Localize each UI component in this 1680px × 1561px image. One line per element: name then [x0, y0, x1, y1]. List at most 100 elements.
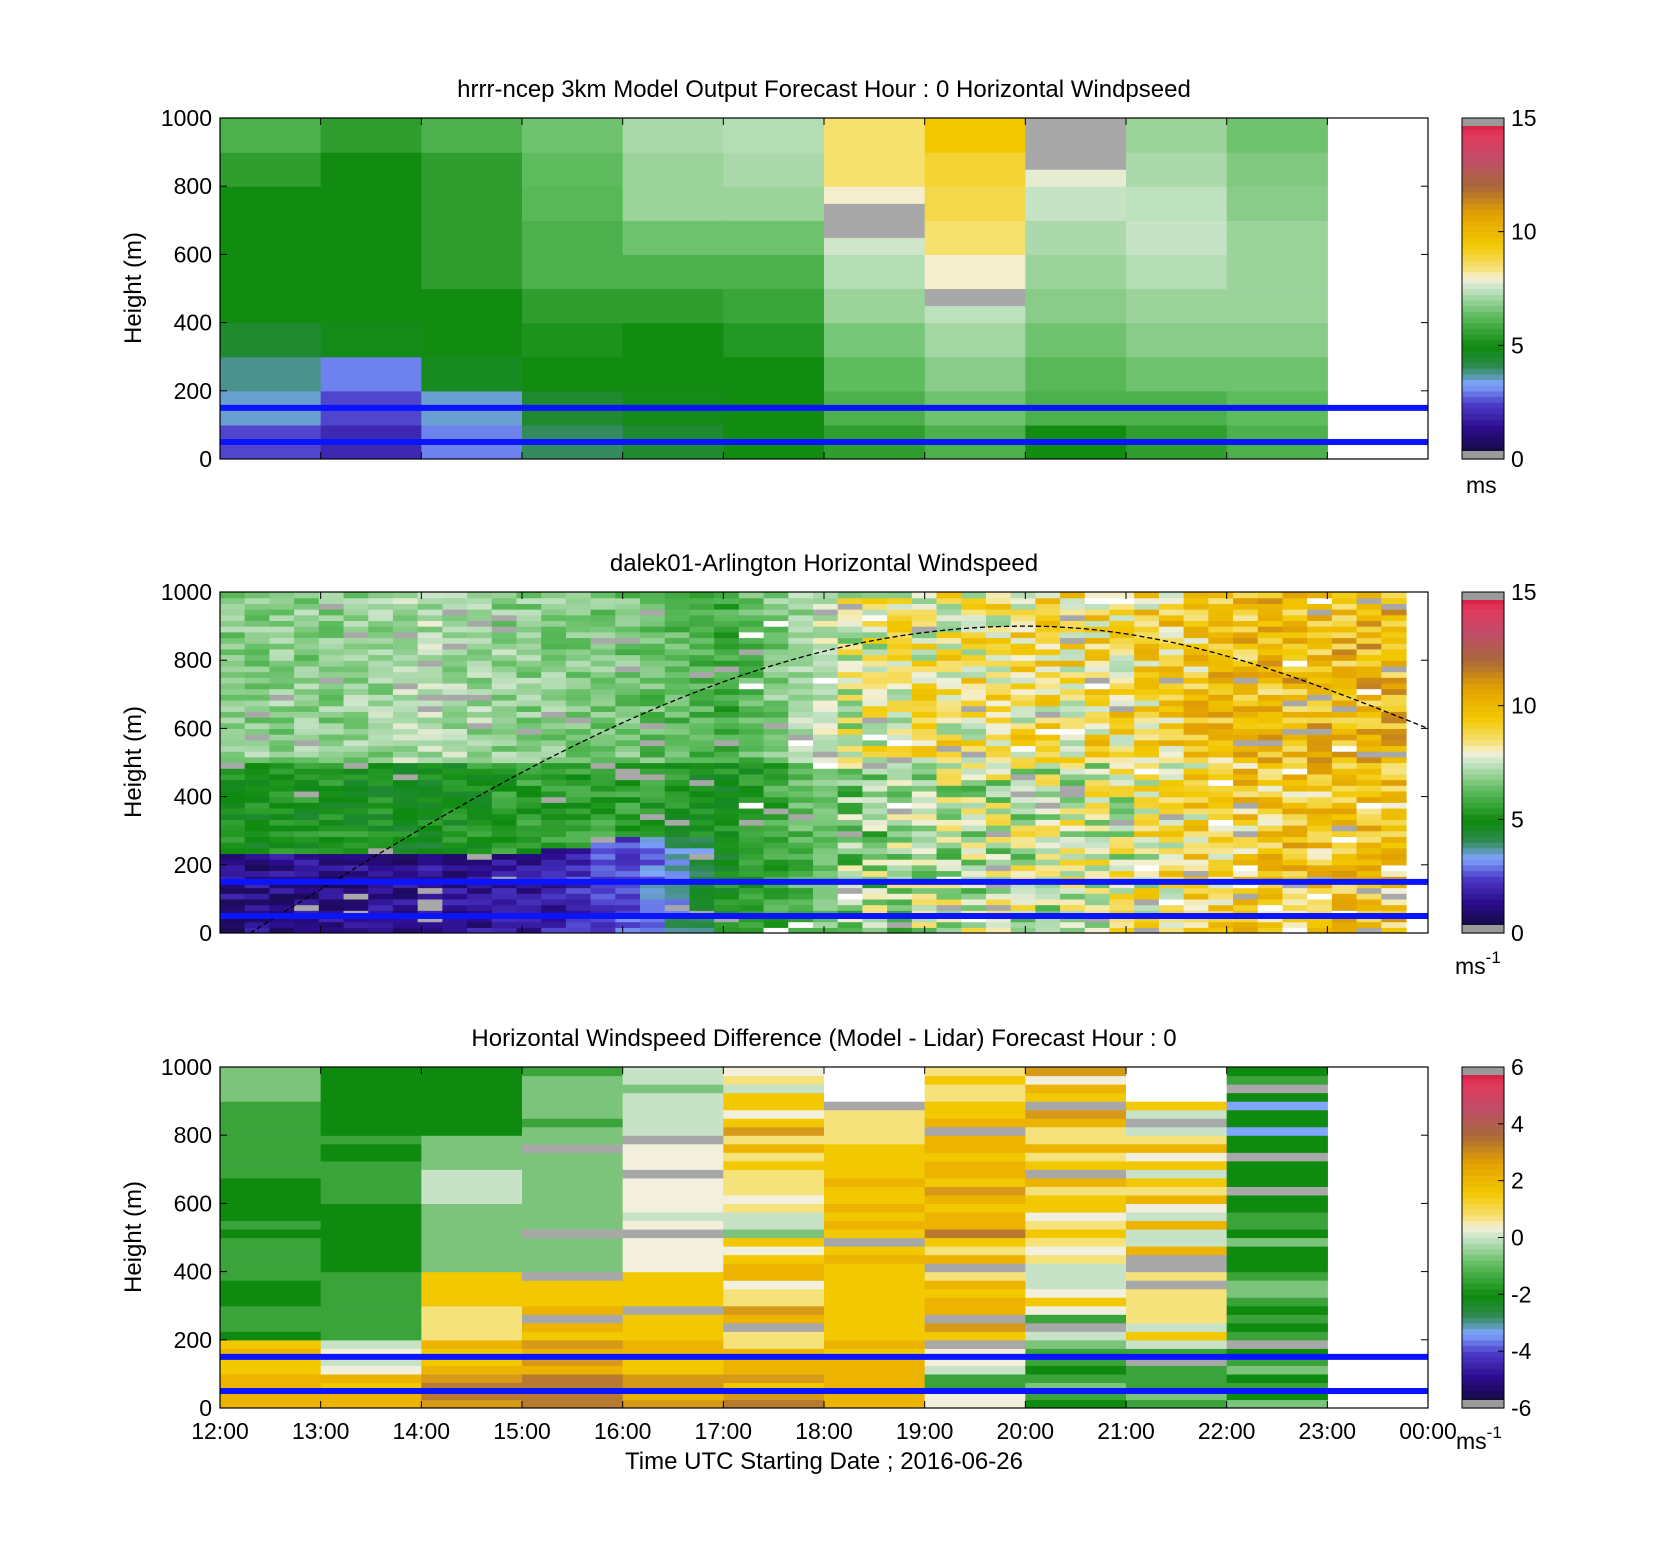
- heatmap-cell: [516, 722, 542, 729]
- heatmap-cell: [640, 620, 666, 627]
- heatmap-cell: [615, 904, 641, 911]
- heatmap-cell: [1084, 825, 1111, 832]
- heatmap-cell: [1257, 688, 1284, 695]
- heatmap-cell: [1356, 881, 1382, 889]
- heatmap-cell: [220, 1228, 322, 1239]
- heatmap-cell: [467, 631, 493, 639]
- heatmap-cell: [763, 609, 789, 616]
- heatmap-cell: [220, 1160, 322, 1170]
- heatmap-cell: [1282, 648, 1308, 656]
- heatmap-cell: [1035, 785, 1061, 792]
- heatmap-cell: [220, 373, 322, 392]
- heatmap-cell: [911, 762, 938, 769]
- heatmap-cell: [318, 756, 345, 764]
- heatmap-cell: [1126, 288, 1228, 307]
- heatmap-cell: [961, 711, 987, 718]
- heatmap-cell: [615, 654, 641, 661]
- heatmap-cell: [516, 688, 542, 695]
- heatmap-cell: [1208, 677, 1234, 684]
- heatmap-cell: [1381, 881, 1407, 889]
- heatmap-cell: [1010, 694, 1036, 701]
- heatmap-cell: [837, 864, 864, 872]
- heatmap-cell: [1257, 807, 1284, 815]
- heatmap-cell: [368, 677, 394, 684]
- heatmap-cell: [318, 870, 345, 877]
- heatmap-cell: [442, 751, 468, 758]
- heatmap-cell: [1060, 739, 1086, 747]
- heatmap-cell: [924, 305, 1026, 324]
- heatmap-cell: [738, 802, 765, 809]
- heatmap-cell: [738, 677, 765, 684]
- heatmap-cell: [320, 1169, 422, 1179]
- heatmap-cell: [294, 711, 320, 718]
- heatmap-cell: [421, 1186, 523, 1196]
- colorbar-segment: [1462, 322, 1504, 329]
- heatmap-cell: [813, 626, 839, 633]
- heatmap-cell: [689, 768, 715, 775]
- colorbar-segment: [1462, 1123, 1504, 1131]
- heatmap-cell: [244, 859, 271, 866]
- heatmap-cell: [1356, 836, 1382, 843]
- heatmap-cell: [1134, 881, 1160, 889]
- heatmap-cell: [220, 271, 322, 290]
- heatmap-cell: [723, 407, 825, 426]
- heatmap-cell: [1025, 1084, 1127, 1094]
- heatmap-cell: [615, 870, 641, 877]
- heatmap-cell: [936, 603, 962, 610]
- heatmap-cell: [862, 762, 888, 769]
- heatmap-cell: [738, 597, 765, 604]
- heatmap-cell: [813, 665, 839, 673]
- heatmap-cell: [1134, 682, 1160, 690]
- heatmap-cell: [244, 830, 271, 837]
- heatmap-cell: [813, 796, 839, 803]
- heatmap-cell: [813, 807, 839, 815]
- heatmap-cell: [824, 1288, 926, 1298]
- heatmap-cell: [1282, 756, 1308, 764]
- heatmap-cell: [1035, 790, 1061, 798]
- heatmap-cell: [961, 836, 987, 843]
- heatmap-cell: [813, 825, 839, 832]
- heatmap-cell: [1109, 904, 1135, 911]
- heatmap-cell: [961, 648, 987, 656]
- colorbar-segment: [1462, 1271, 1504, 1278]
- heatmap-cell: [763, 745, 789, 752]
- heatmap-cell: [343, 756, 369, 764]
- heatmap-cell: [516, 626, 542, 633]
- heatmap-cell: [689, 779, 715, 786]
- heatmap-cell: [1257, 836, 1284, 843]
- heatmap-cell: [318, 677, 345, 684]
- heatmap-cell: [911, 705, 938, 712]
- heatmap-cell: [714, 915, 740, 923]
- heatmap-cell: [714, 734, 740, 741]
- heatmap-cell: [763, 688, 789, 695]
- heatmap-cell: [936, 677, 962, 684]
- heatmap-cell: [368, 626, 394, 633]
- heatmap-cell: [622, 1220, 724, 1230]
- heatmap-cell: [269, 643, 295, 650]
- heatmap-cell: [294, 597, 320, 604]
- heatmap-cell: [1233, 790, 1259, 798]
- heatmap-cell: [813, 694, 839, 701]
- heatmap-cell: [541, 813, 567, 820]
- colorbar-segment: [1462, 385, 1504, 392]
- heatmap-cell: [442, 665, 468, 673]
- heatmap-cell: [220, 626, 246, 633]
- heatmap-cell: [936, 870, 962, 877]
- heatmap-cell: [318, 717, 345, 724]
- heatmap-cell: [985, 836, 1012, 843]
- heatmap-cell: [565, 609, 592, 616]
- y-tick-label: 600: [174, 715, 212, 741]
- heatmap-cell: [738, 739, 765, 747]
- heatmap-cell: [318, 813, 345, 820]
- heatmap-cell: [911, 768, 938, 775]
- heatmap-cell: [813, 745, 839, 752]
- heatmap-cell: [392, 643, 419, 650]
- heatmap-cell: [516, 870, 542, 877]
- colorbar-segment: [1462, 1214, 1504, 1222]
- heatmap-cell: [541, 870, 567, 877]
- heatmap-cell: [1233, 807, 1259, 815]
- heatmap-cell: [961, 614, 987, 622]
- heatmap-cell: [1158, 728, 1185, 735]
- heatmap-cell: [1307, 842, 1333, 849]
- heatmap-cell: [1109, 881, 1135, 889]
